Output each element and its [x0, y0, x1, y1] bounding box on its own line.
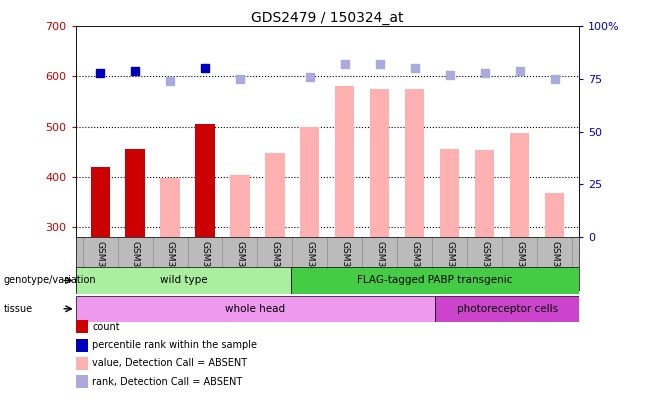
Text: GSM30826: GSM30826	[166, 241, 174, 290]
Bar	[435, 296, 579, 322]
Text: FLAG-tagged PABP transgenic: FLAG-tagged PABP transgenic	[357, 275, 513, 286]
Text: GSM30832: GSM30832	[305, 241, 315, 290]
Text: rank, Detection Call = ABSENT: rank, Detection Call = ABSENT	[92, 377, 242, 386]
Bar	[405, 89, 424, 237]
Bar	[510, 133, 529, 237]
Point	[95, 69, 105, 76]
Point	[164, 78, 175, 84]
Point	[549, 76, 560, 82]
Point	[340, 61, 350, 68]
Point	[444, 72, 455, 78]
Point	[305, 74, 315, 80]
Bar	[300, 127, 320, 237]
Text: GSM30901: GSM30901	[480, 241, 489, 290]
Text: GSM30825: GSM30825	[130, 241, 139, 290]
Text: whole head: whole head	[226, 304, 286, 314]
Text: GSM30833: GSM30833	[340, 241, 349, 290]
Text: tissue: tissue	[3, 304, 32, 314]
Bar	[195, 124, 215, 237]
Text: GSM30903: GSM30903	[550, 241, 559, 290]
Point	[480, 69, 490, 76]
Bar	[440, 149, 459, 237]
Bar	[335, 87, 355, 237]
Bar	[545, 193, 564, 237]
Text: GSM30835: GSM30835	[410, 241, 419, 290]
Bar	[370, 89, 390, 237]
Point	[409, 65, 420, 72]
Text: GSM30900: GSM30900	[445, 241, 454, 290]
Point	[374, 61, 385, 68]
Bar	[126, 149, 145, 237]
Text: percentile rank within the sample: percentile rank within the sample	[92, 340, 257, 350]
Bar	[265, 153, 284, 237]
Bar	[230, 175, 249, 237]
Point	[200, 65, 211, 72]
Bar	[76, 296, 435, 322]
Title: GDS2479 / 150324_at: GDS2479 / 150324_at	[251, 11, 403, 25]
Text: genotype/variation: genotype/variation	[3, 275, 96, 286]
Text: GSM30902: GSM30902	[515, 241, 524, 290]
Point	[130, 67, 140, 74]
Bar	[291, 267, 579, 294]
Text: wild type: wild type	[160, 275, 207, 286]
Text: photoreceptor cells: photoreceptor cells	[457, 304, 558, 314]
Text: count: count	[92, 322, 120, 332]
Text: GSM30830: GSM30830	[270, 241, 280, 290]
Text: value, Detection Call = ABSENT: value, Detection Call = ABSENT	[92, 358, 247, 368]
Text: GSM30828: GSM30828	[236, 241, 245, 290]
Bar	[91, 167, 110, 237]
Point	[235, 76, 245, 82]
Bar	[475, 150, 494, 237]
Point	[515, 67, 525, 74]
Text: GSM30834: GSM30834	[375, 241, 384, 290]
Text: GSM30824: GSM30824	[95, 241, 105, 290]
Bar	[76, 267, 291, 294]
Bar	[161, 178, 180, 237]
Text: GSM30827: GSM30827	[201, 241, 209, 290]
